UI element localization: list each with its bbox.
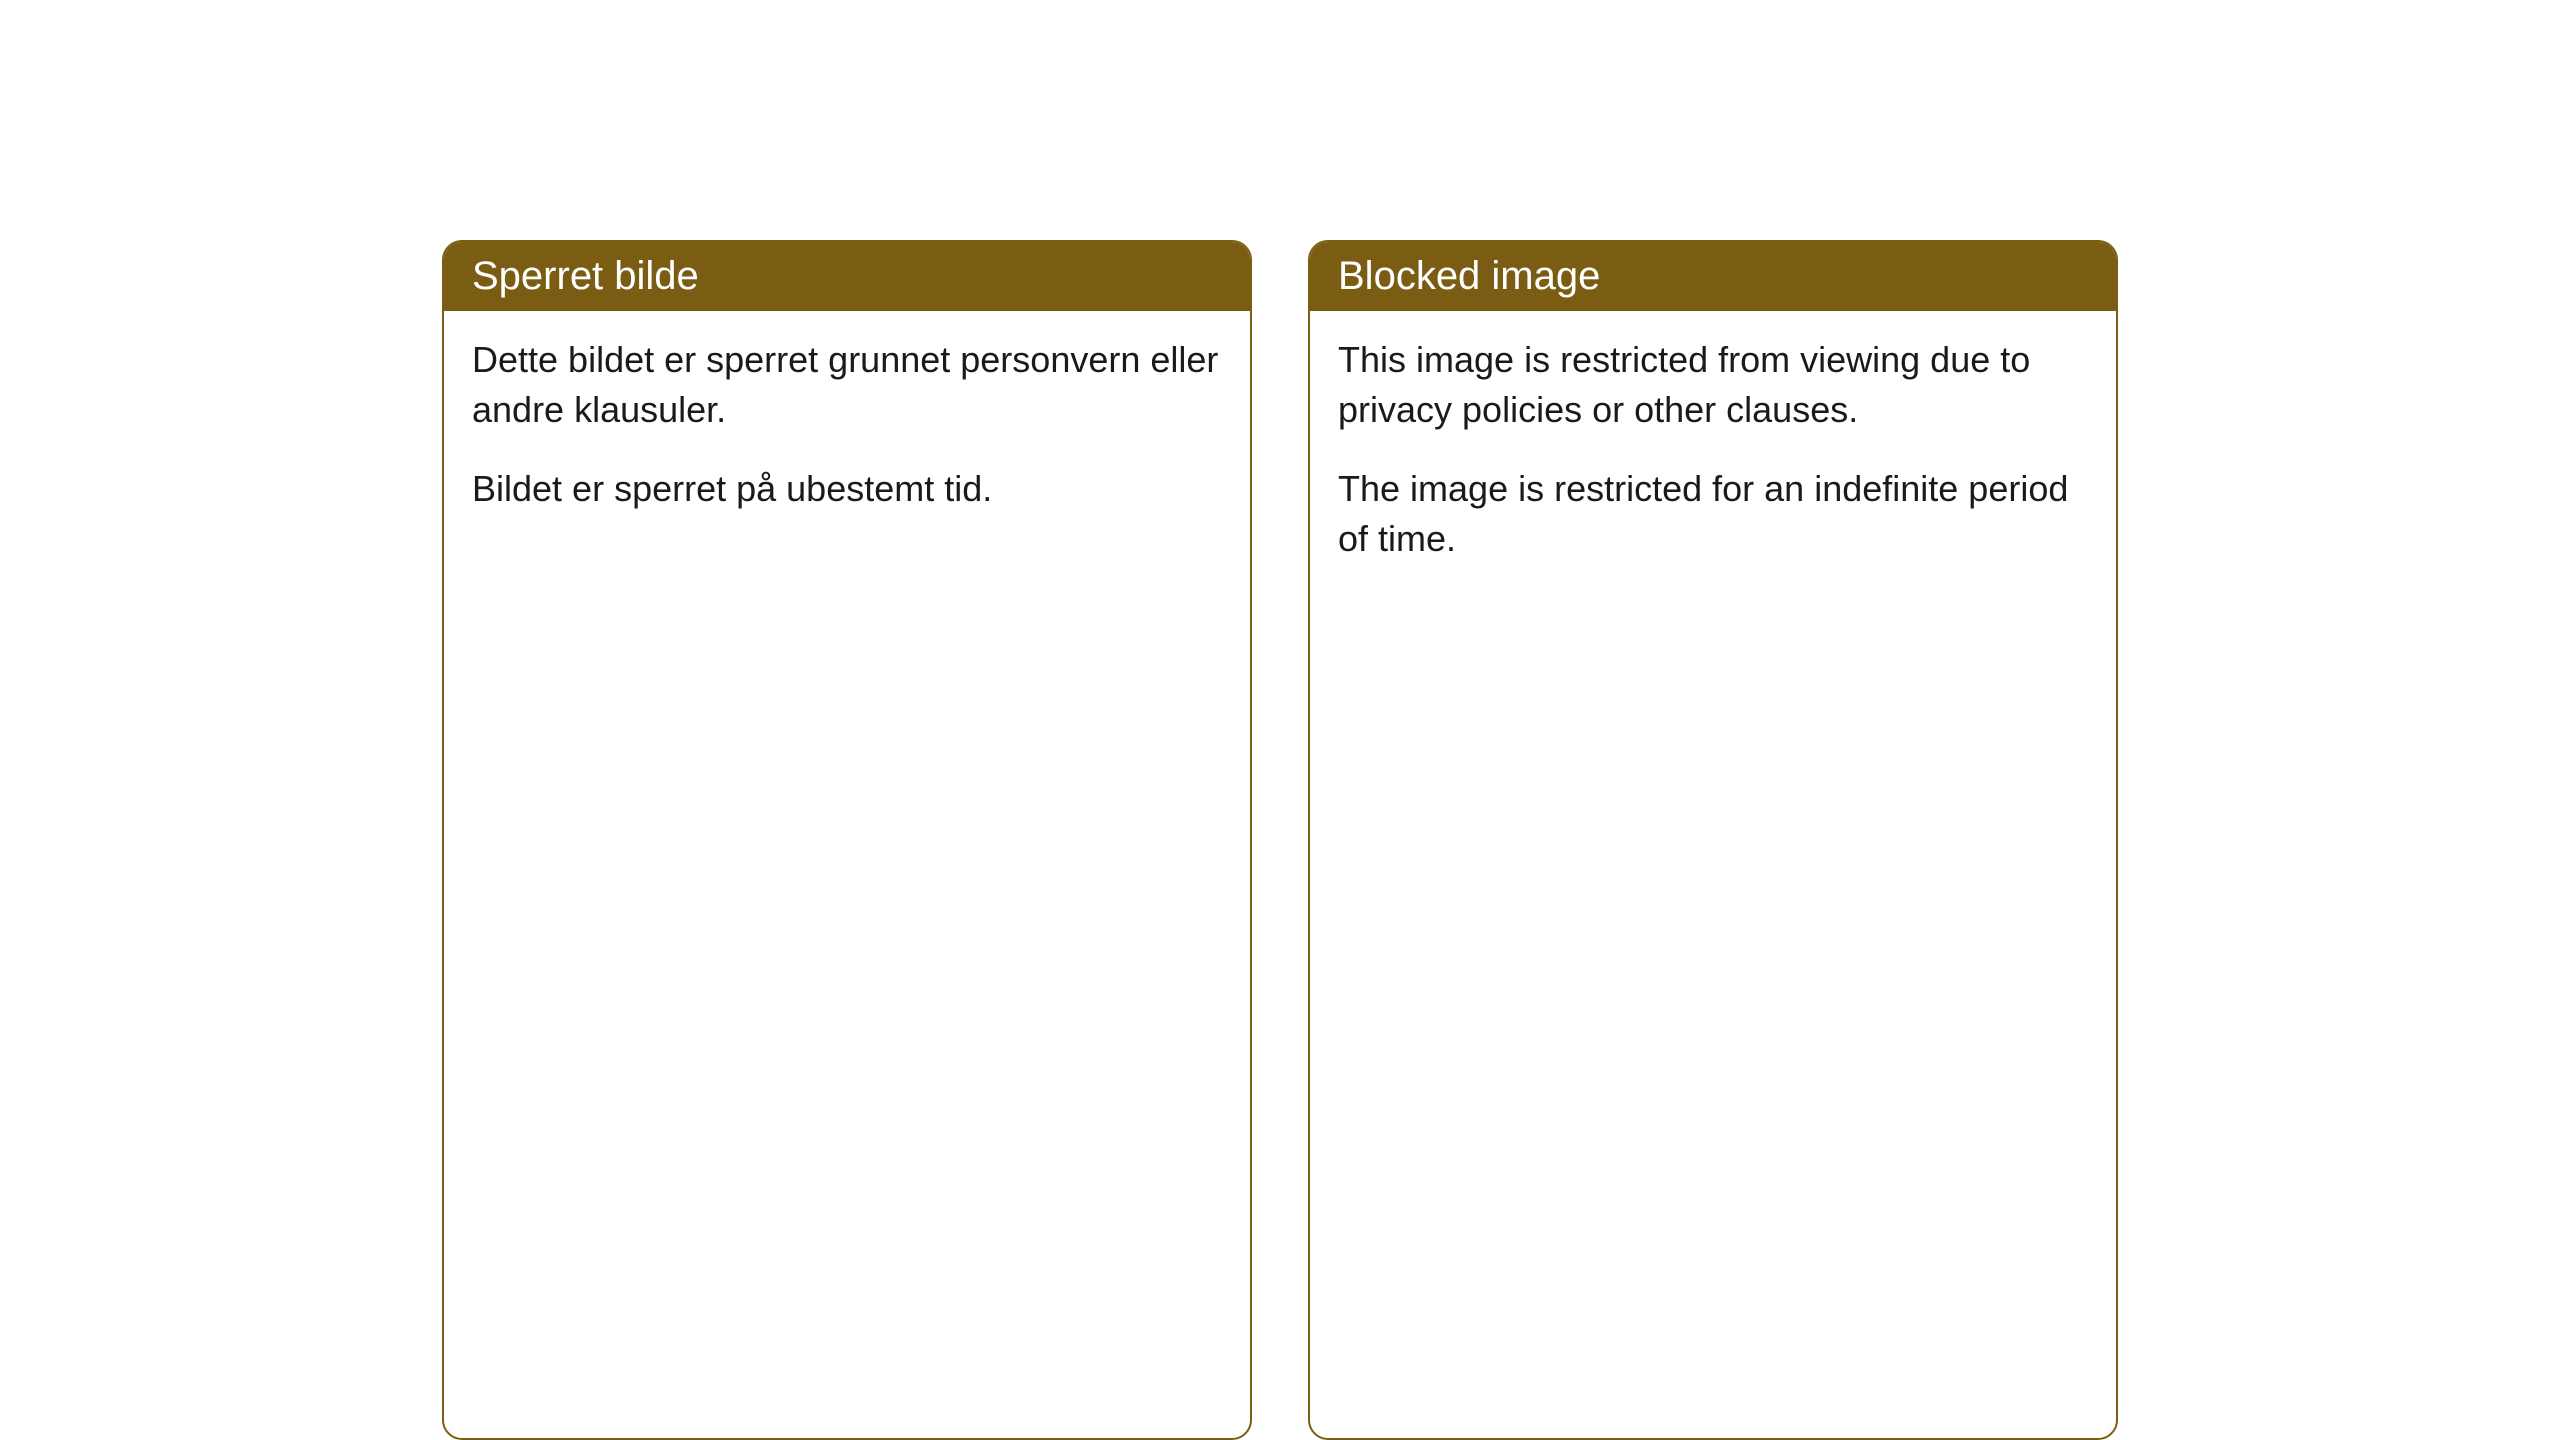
card-paragraph: Bildet er sperret på ubestemt tid. (472, 464, 1222, 514)
card-paragraph: The image is restricted for an indefinit… (1338, 464, 2088, 565)
card-title: Sperret bilde (472, 254, 699, 298)
card-body: Dette bildet er sperret grunnet personve… (444, 311, 1250, 554)
blocked-image-card-no: Sperret bilde Dette bildet er sperret gr… (442, 240, 1252, 1440)
card-header: Blocked image (1310, 242, 2116, 311)
card-body: This image is restricted from viewing du… (1310, 311, 2116, 605)
card-title: Blocked image (1338, 254, 1600, 298)
notice-cards-container: Sperret bilde Dette bildet er sperret gr… (442, 240, 2118, 1440)
card-paragraph: Dette bildet er sperret grunnet personve… (472, 335, 1222, 436)
blocked-image-card-en: Blocked image This image is restricted f… (1308, 240, 2118, 1440)
card-paragraph: This image is restricted from viewing du… (1338, 335, 2088, 436)
card-header: Sperret bilde (444, 242, 1250, 311)
